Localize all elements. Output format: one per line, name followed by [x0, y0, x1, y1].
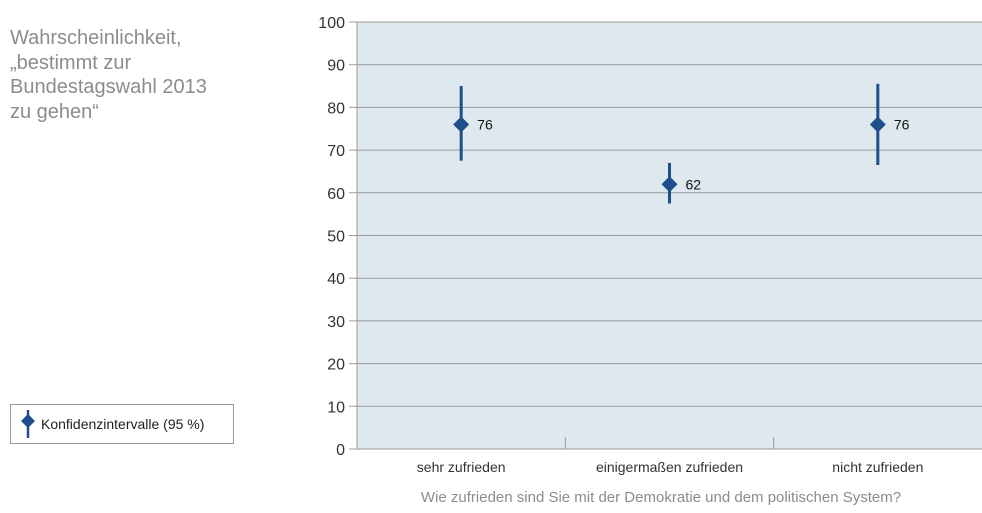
- diamond-with-error-bar-icon: [21, 410, 35, 438]
- y-tick-label: 10: [327, 399, 345, 416]
- x-tick-label: nicht zufrieden: [832, 459, 923, 475]
- data-label: 76: [894, 116, 910, 132]
- y-tick-label: 70: [327, 143, 345, 160]
- data-point: [869, 116, 886, 133]
- y-tick-label: 0: [336, 442, 345, 459]
- y-tick-label: 20: [327, 357, 345, 374]
- x-axis-label: Wie zufrieden sind Sie mit der Demokrati…: [420, 489, 902, 506]
- y-tick-label: 40: [327, 271, 345, 288]
- y-tick-label: 30: [327, 314, 345, 331]
- y-tick-label: 90: [327, 58, 345, 75]
- data-label: 62: [686, 176, 702, 192]
- x-tick-label: einigermaßen zufrieden: [596, 459, 743, 475]
- side-title-line: „bestimmt zur: [10, 51, 132, 74]
- side-title-line: zu gehen“: [10, 100, 99, 123]
- data-point: [453, 116, 470, 133]
- data-point: [661, 176, 678, 193]
- side-title-line: Bundestagswahl 2013: [10, 76, 207, 98]
- y-tick-label: 50: [327, 229, 345, 246]
- legend: Konfidenzintervalle (95 %): [10, 404, 234, 444]
- chart-side-title: Wahrscheinlichkeit, „bestimmt zur Bundes…: [10, 26, 260, 124]
- y-tick-label: 100: [318, 15, 345, 32]
- x-tick-label: sehr zufrieden: [417, 459, 506, 475]
- side-title-line: Wahrscheinlichkeit,: [10, 27, 182, 49]
- y-tick-label: 60: [327, 186, 345, 203]
- data-label: 76: [477, 116, 493, 132]
- legend-label: Konfidenzintervalle (95 %): [41, 416, 205, 432]
- y-tick-label: 80: [327, 100, 345, 117]
